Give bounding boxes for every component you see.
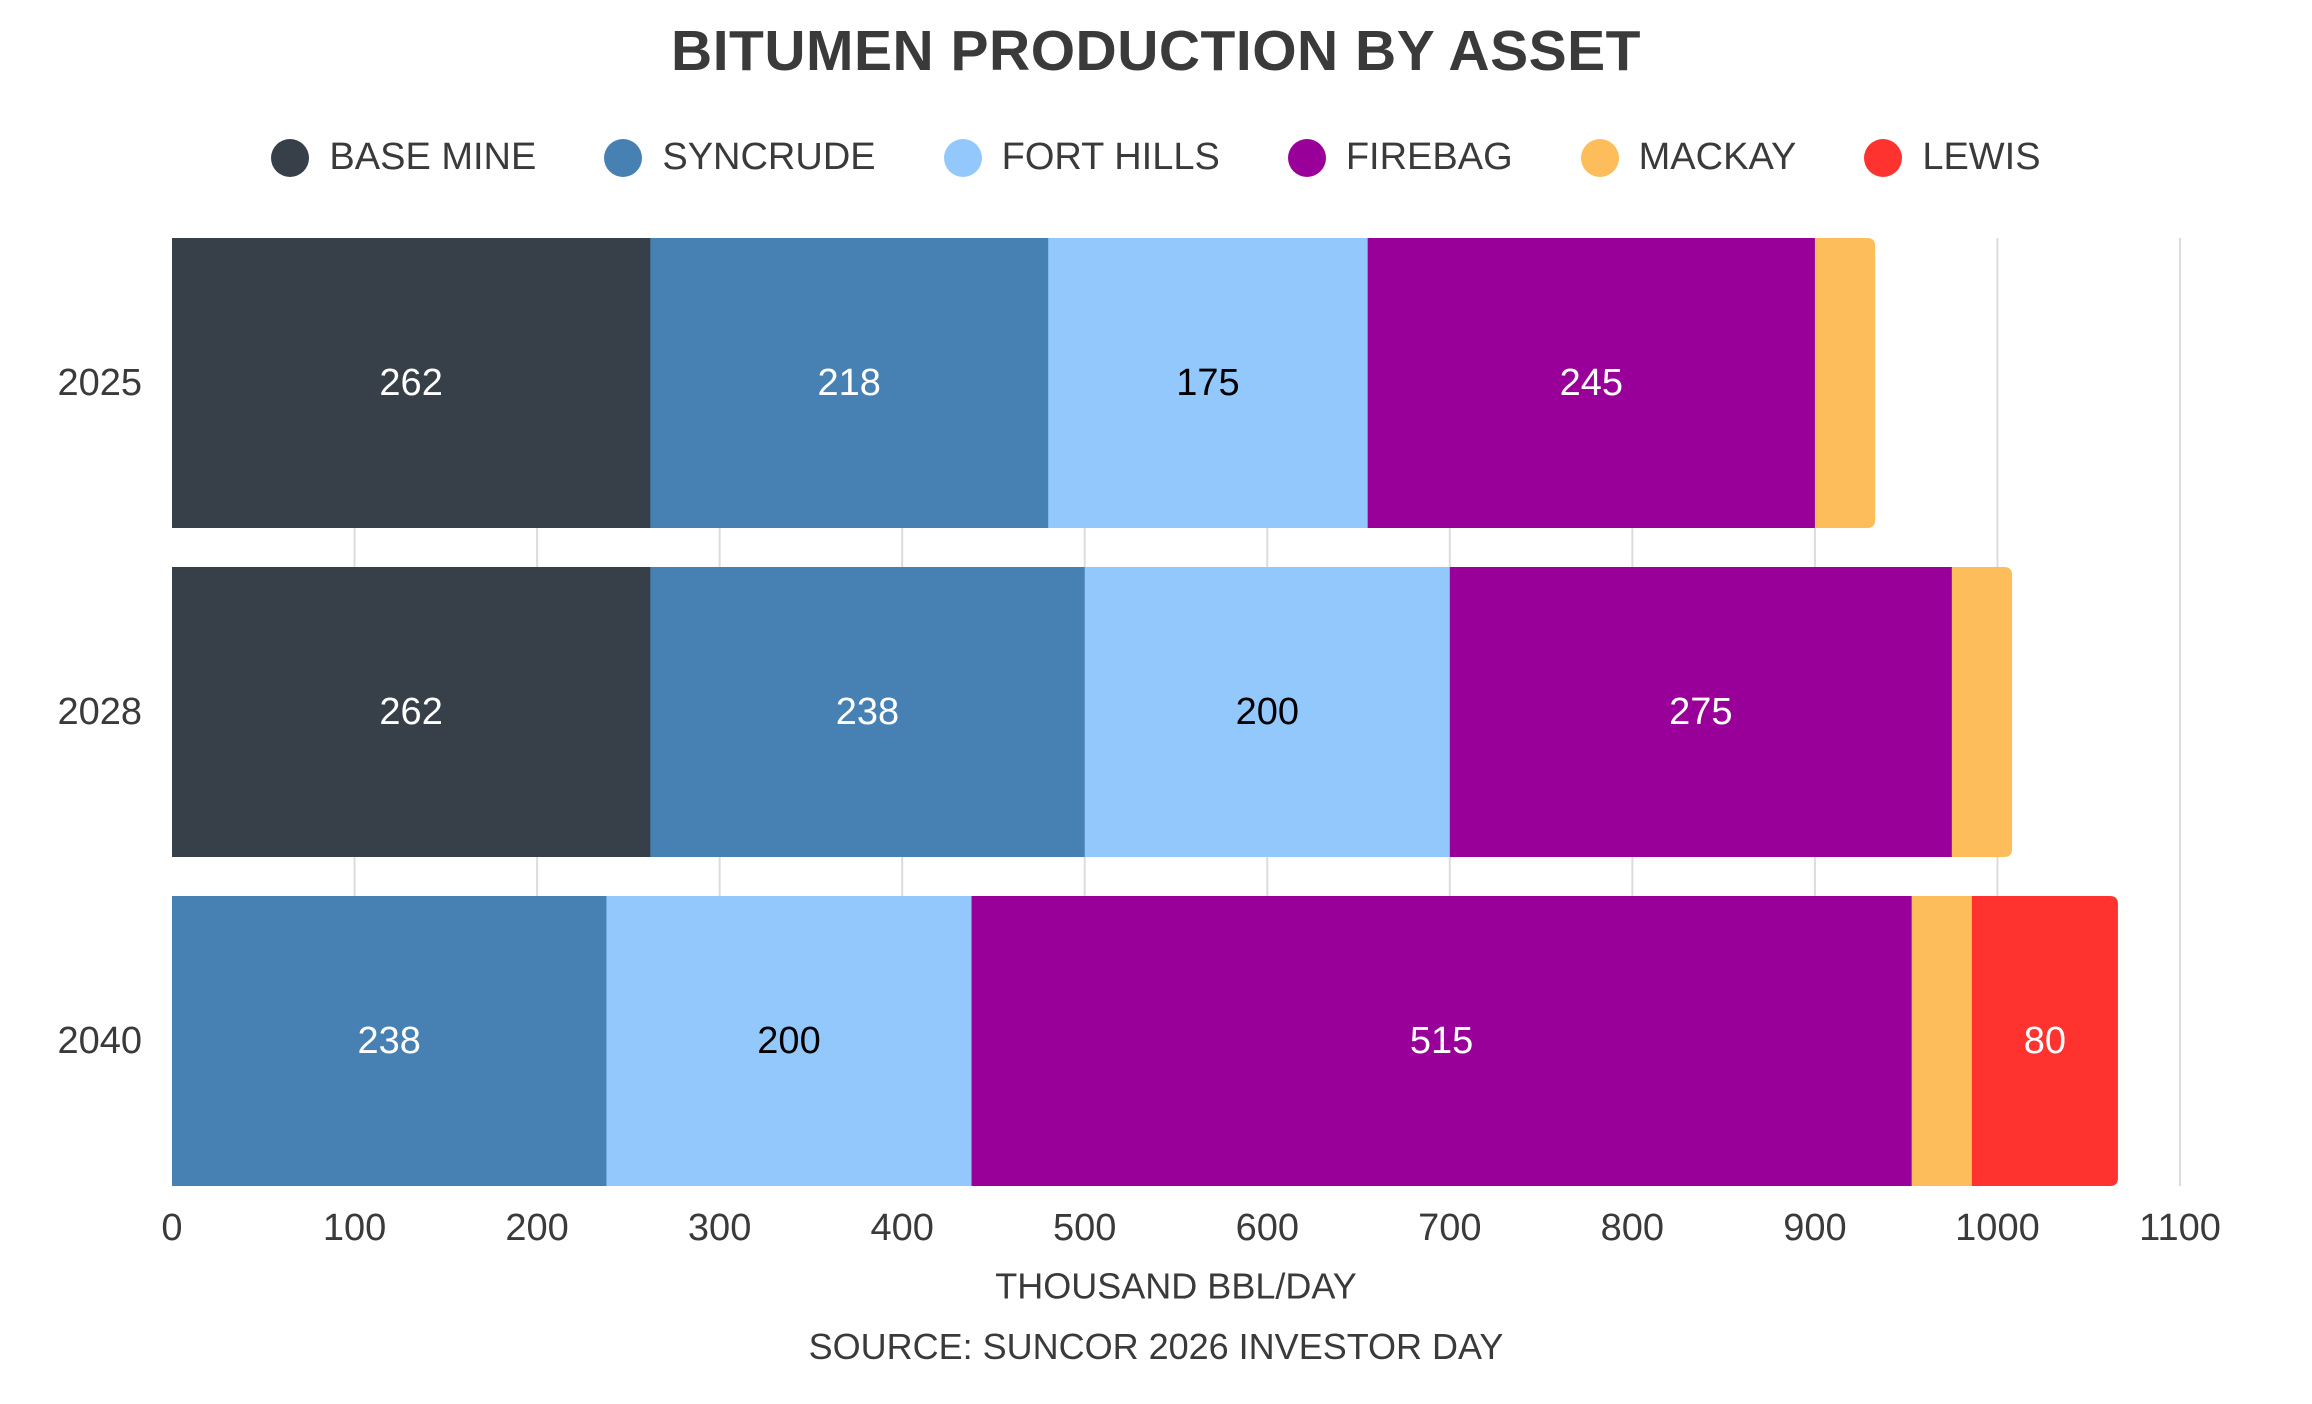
x-tick-label-700: 700 xyxy=(1418,1207,1481,1249)
bar-2025-base-mine xyxy=(172,238,651,528)
data-label-2025-fort-hills: 175 xyxy=(1176,362,1239,404)
bar-2028-firebag xyxy=(1449,567,1953,857)
x-tick-label-0: 0 xyxy=(161,1207,182,1249)
legend-label-firebag: FIREBAG xyxy=(1345,136,1513,178)
x-axis-title: THOUSAND BBL/DAY xyxy=(995,1266,1356,1307)
legend-swatch-base-mine xyxy=(271,138,310,177)
data-label-2025-firebag: 245 xyxy=(1560,362,1623,404)
x-tick-label-500: 500 xyxy=(1053,1207,1116,1249)
legend-item-syncrude: SYNCRUDE xyxy=(604,136,876,179)
x-tick-label-600: 600 xyxy=(1236,1207,1299,1249)
legend: BASE MINE SYNCRUDE FORT HILLS FIREBAG MACKAY… xyxy=(0,136,2312,179)
legend-item-mackay: MACKAY xyxy=(1580,136,1797,179)
bar-2040-syncrude xyxy=(172,896,607,1186)
bar-2025-firebag xyxy=(1367,238,1816,528)
bar-2040-lewis xyxy=(1971,896,2118,1186)
legend-swatch-mackay xyxy=(1580,138,1619,177)
legend-label-base-mine: BASE MINE xyxy=(329,136,537,178)
y-tick-label-2028: 2028 xyxy=(57,691,142,733)
y-tick-label-2025: 2025 xyxy=(57,362,142,404)
legend-label-fort-hills: FORT HILLS xyxy=(1001,136,1220,178)
x-tick-label-100: 100 xyxy=(323,1207,386,1249)
legend-item-base-mine: BASE MINE xyxy=(271,136,536,179)
bar-2040-firebag xyxy=(971,896,1913,1186)
legend-swatch-firebag xyxy=(1287,138,1326,177)
bar-2025-syncrude xyxy=(650,238,1049,528)
legend-label-syncrude: SYNCRUDE xyxy=(662,136,876,178)
bar-2028-base-mine xyxy=(172,567,651,857)
data-label-2025-base-mine: 262 xyxy=(379,362,442,404)
bar-2028-mackay xyxy=(1951,567,2013,857)
chart-title: BITUMEN PRODUCTION BY ASSET xyxy=(671,19,1641,83)
legend-swatch-lewis xyxy=(1864,138,1903,177)
bar-2025-fort-hills xyxy=(1048,238,1369,528)
x-tick-label-1000: 1000 xyxy=(1955,1207,2040,1249)
data-label-2028-fort-hills: 200 xyxy=(1236,691,1299,733)
data-label-2028-syncrude: 238 xyxy=(836,691,899,733)
legend-item-firebag: FIREBAG xyxy=(1287,136,1513,179)
legend-swatch-syncrude xyxy=(604,138,643,177)
y-tick-label-2040: 2040 xyxy=(57,1020,142,1062)
x-tick-label-300: 300 xyxy=(688,1207,751,1249)
x-tick-label-800: 800 xyxy=(1601,1207,1664,1249)
bar-2025-mackay xyxy=(1814,238,1876,528)
data-label-2040-firebag: 515 xyxy=(1410,1020,1473,1062)
bar-2028-syncrude xyxy=(650,567,1086,857)
data-label-2025-syncrude: 218 xyxy=(818,362,881,404)
legend-label-lewis: LEWIS xyxy=(1922,136,2041,178)
legend-swatch-fort-hills xyxy=(943,138,982,177)
bar-2028-fort-hills xyxy=(1084,567,1451,857)
data-label-2028-firebag: 275 xyxy=(1669,691,1732,733)
x-tick-label-200: 200 xyxy=(505,1207,568,1249)
legend-item-lewis: LEWIS xyxy=(1864,136,2041,179)
x-tick-label-900: 900 xyxy=(1783,1207,1846,1249)
bar-2040-mackay xyxy=(1911,896,1973,1186)
x-tick-label-400: 400 xyxy=(870,1207,933,1249)
legend-item-fort-hills: FORT HILLS xyxy=(943,136,1220,179)
data-label-2040-fort-hills: 200 xyxy=(757,1020,820,1062)
bar-2040-fort-hills xyxy=(606,896,973,1186)
data-label-2040-syncrude: 238 xyxy=(358,1020,421,1062)
legend-label-mackay: MACKAY xyxy=(1638,136,1797,178)
source-note: SOURCE: SUNCOR 2026 INVESTOR DAY xyxy=(808,1326,1504,1367)
data-label-2040-lewis: 80 xyxy=(2024,1020,2066,1062)
x-tick-label-1100: 1100 xyxy=(2139,1207,2221,1249)
data-label-2028-base-mine: 262 xyxy=(379,691,442,733)
